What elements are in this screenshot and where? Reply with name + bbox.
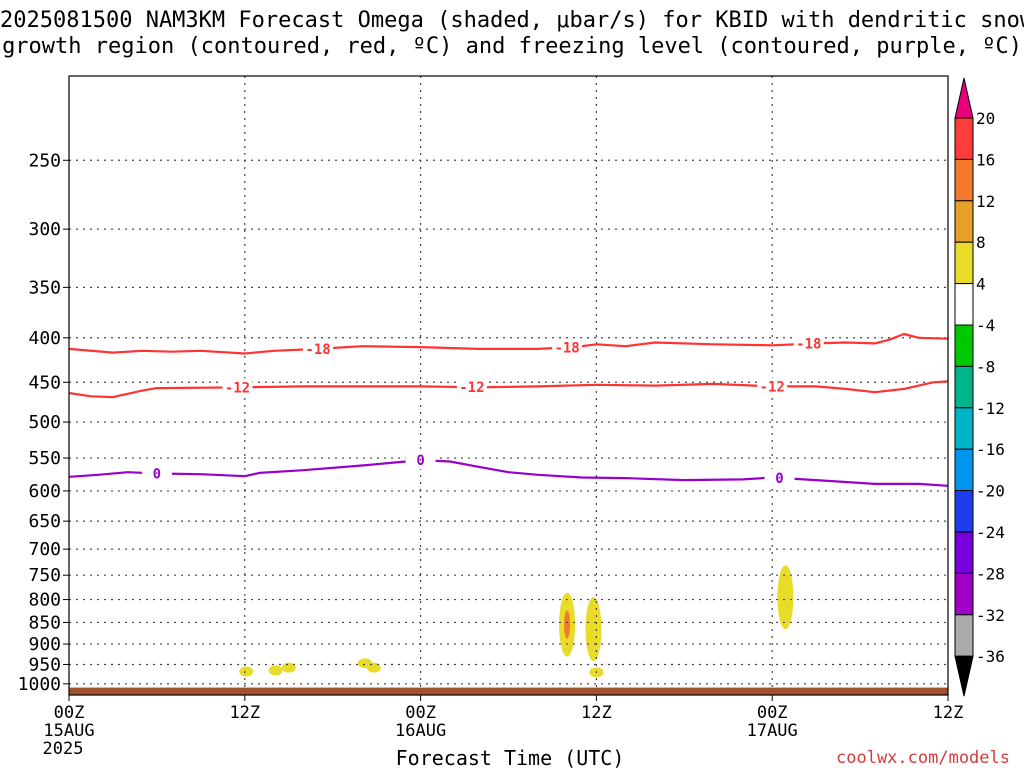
- y-tick-label: 600: [28, 481, 61, 502]
- omega-blob: [366, 662, 381, 673]
- colorbar-box: [954, 324, 974, 367]
- contour-label: -18: [796, 337, 821, 353]
- terrain-band: [69, 687, 948, 695]
- colorbar-box: [954, 614, 974, 657]
- contour-label: -12: [225, 380, 250, 396]
- colorbar-label: 8: [976, 233, 986, 252]
- colorbar-box: [954, 572, 974, 616]
- contour-label: -12: [760, 379, 785, 395]
- y-tick-label: 450: [28, 372, 61, 393]
- colorbar-label: 4: [976, 275, 986, 294]
- contour-label-bg: [222, 378, 253, 397]
- contour-label-bg: [764, 468, 795, 487]
- omega-blob: [777, 565, 794, 630]
- x-tick-label: 00Z: [757, 703, 788, 723]
- omega-blob: [585, 597, 602, 662]
- x-tick-label: 12Z: [581, 703, 612, 723]
- colorbar-label: -20: [976, 482, 1005, 501]
- colorbar-label: -16: [976, 440, 1005, 459]
- y-tick-label: 300: [28, 219, 61, 240]
- omega-blob: [564, 610, 571, 639]
- colorbar-label: -8: [976, 357, 995, 376]
- colorbar-label: -36: [976, 647, 1005, 666]
- x-tick-year: 2025: [43, 739, 84, 759]
- colorbar-bottom-arrow: [954, 655, 974, 697]
- credit-text: coolwx.com/models: [836, 748, 1010, 768]
- colorbar-box: [954, 158, 974, 202]
- y-tick-label: 400: [28, 328, 61, 349]
- y-tick-label: 650: [28, 511, 61, 532]
- colorbar-label: -28: [976, 564, 1005, 583]
- colorbar-box: [954, 448, 974, 492]
- colorbar-label: 20: [976, 109, 995, 128]
- x-tick-label: 00Z: [54, 703, 85, 723]
- y-tick-label: 550: [28, 448, 61, 469]
- contour-0: [68, 459, 949, 487]
- colorbar-box: [954, 407, 974, 450]
- contour-label-bg: [757, 377, 788, 396]
- colorbar-box: [954, 490, 974, 533]
- contour-label: 0: [153, 467, 161, 483]
- contour--12: [68, 380, 949, 399]
- colorbar-box: [954, 200, 974, 243]
- contour-label-bg: [456, 378, 487, 397]
- colorbar-box: [954, 283, 974, 326]
- x-axis-label: Forecast Time (UTC): [396, 746, 625, 768]
- colorbar-label: -24: [976, 523, 1005, 542]
- y-tick-label: 800: [28, 590, 61, 611]
- x-tick-date: 15AUG: [43, 721, 94, 741]
- contour-label: -18: [305, 342, 330, 358]
- colorbar-box: [954, 241, 974, 285]
- contour-label: -18: [554, 340, 579, 356]
- colorbar-label: -32: [976, 606, 1005, 625]
- x-tick-date: 17AUG: [747, 721, 798, 741]
- omega-blob: [268, 665, 283, 676]
- x-tick-label: 12Z: [229, 703, 260, 723]
- colorbar-label: -12: [976, 399, 1005, 418]
- colorbar-top-arrow: [954, 77, 974, 119]
- y-tick-label: 750: [28, 565, 61, 586]
- y-tick-label: 950: [28, 654, 61, 675]
- colorbar-box: [954, 117, 974, 160]
- contour-label: -12: [459, 380, 484, 396]
- contour-label-bg: [405, 451, 436, 470]
- contour-label-bg: [303, 339, 334, 358]
- colorbar-label: 16: [976, 150, 995, 169]
- y-tick-label: 250: [28, 150, 61, 171]
- chart-title-line1: 2025081500 NAM3KM Forecast Omega (shaded…: [0, 8, 1024, 33]
- omega-blob: [281, 662, 296, 673]
- x-tick-label: 12Z: [933, 703, 964, 723]
- plot-frame: [68, 75, 949, 696]
- x-tick-label: 00Z: [405, 703, 436, 723]
- y-tick-label: 700: [28, 539, 61, 560]
- contour-label-bg: [793, 334, 824, 353]
- y-tick-label: 900: [28, 634, 61, 655]
- y-tick-label: 850: [28, 612, 61, 633]
- colorbar-box: [954, 531, 974, 574]
- x-tick-date: 16AUG: [395, 721, 446, 741]
- contour-label-bg: [141, 464, 172, 483]
- contour-label-bg: [552, 338, 583, 357]
- colorbar-box: [954, 365, 974, 409]
- colorbar-label: 12: [976, 192, 995, 211]
- contour-label: 0: [416, 453, 424, 469]
- contour-label: 0: [775, 471, 783, 487]
- y-tick-label: 1000: [18, 674, 61, 695]
- y-tick-label: 500: [28, 412, 61, 433]
- y-tick-label: 350: [28, 277, 61, 298]
- colorbar-label: -4: [976, 316, 995, 335]
- omega-blob: [239, 666, 254, 677]
- chart-title-line2: growth region (contoured, red, ºC) and f…: [2, 34, 1022, 59]
